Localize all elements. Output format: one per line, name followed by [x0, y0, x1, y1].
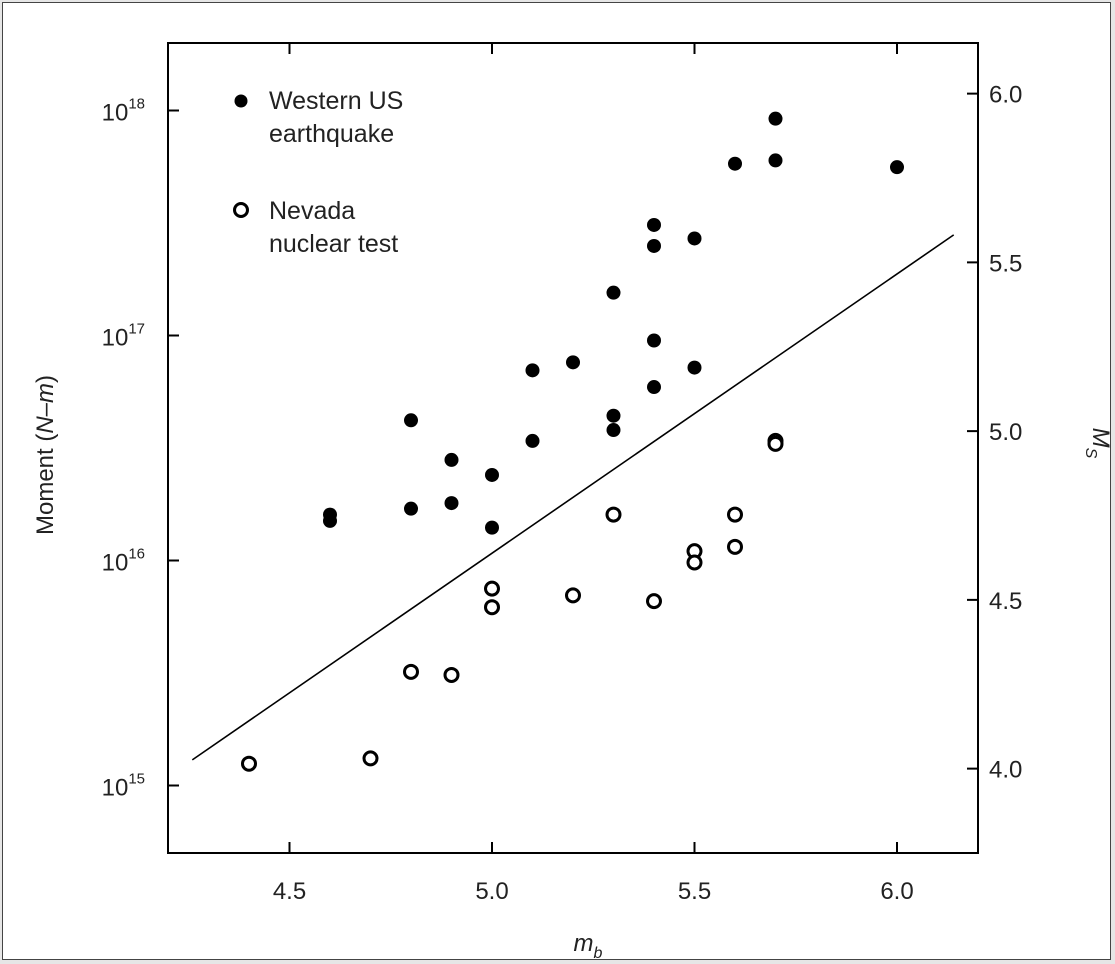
nuclear-test-point — [727, 506, 743, 523]
nuclear-test-point — [241, 755, 257, 772]
earthquake-point — [890, 160, 904, 175]
nuclear-test-point — [767, 435, 784, 452]
legend-label-nuclear-line2: nuclear test — [269, 230, 398, 258]
y2-tick-label: 4.5 — [989, 588, 1022, 615]
earthquake-point — [404, 413, 418, 428]
earthquake-point — [647, 217, 661, 232]
earthquake-point — [606, 408, 621, 423]
x-tick-label: 6.0 — [880, 878, 913, 905]
legend: Western US earthquake Nevada nuclear tes… — [233, 87, 403, 258]
earthquake-point — [768, 153, 783, 168]
nuclear-test-point — [727, 538, 743, 555]
y-tick-label: 1015 — [102, 771, 145, 802]
trend-line-group — [191, 234, 955, 761]
earthquake-point — [444, 496, 459, 511]
legend-marker-earthquake — [234, 94, 248, 108]
scatter-chart: 4.5 5.0 5.5 6.0 1015 1016 1017 1018 4.0 4.5 5.0 5.5… — [32, 42, 1112, 961]
x-tick-label: 4.5 — [273, 878, 306, 905]
y2-axis-title: MS — [1082, 428, 1112, 459]
earthquake-point — [647, 238, 661, 253]
y-tick-label: 1016 — [102, 546, 145, 577]
plot-frame — [167, 42, 979, 854]
earthquake-point — [485, 467, 499, 482]
y2-tick-label: 5.5 — [989, 250, 1022, 277]
legend-label-earthquake-line1: Western US — [269, 87, 403, 115]
data-points — [241, 111, 904, 772]
earthquake-point — [606, 423, 621, 438]
trend-line — [191, 234, 955, 761]
earthquake-point — [768, 111, 783, 126]
nuclear-test-point — [605, 506, 622, 523]
y2-tick-label: 5.0 — [989, 419, 1022, 446]
y2-tick-label: 4.0 — [989, 757, 1022, 784]
earthquake-point — [525, 363, 540, 378]
earthquake-point — [606, 285, 621, 300]
earthquake-point — [728, 156, 742, 171]
axes: 4.5 5.0 5.5 6.0 1015 1016 1017 1018 4.0 4.5 5.0 5.5… — [102, 42, 1022, 905]
y-axis-title: Moment (N–m) — [32, 375, 59, 535]
legend-label-earthquake-line2: earthquake — [269, 120, 394, 148]
earthquake-point — [444, 452, 459, 467]
legend-label-nuclear-line1: Nevada — [269, 197, 355, 225]
x-tick-label: 5.0 — [475, 878, 508, 905]
nuclear-test-point — [362, 750, 379, 767]
earthquake-point — [647, 333, 661, 348]
nuclear-test-point — [484, 580, 500, 597]
earthquake-point — [323, 513, 337, 528]
x-axis-title: mb — [574, 930, 603, 961]
earthquake-point — [687, 360, 702, 375]
earthquake-point — [566, 355, 580, 370]
y-tick-label: 1017 — [102, 321, 145, 352]
earthquake-point — [525, 433, 540, 448]
y-tick-label: 1018 — [102, 96, 145, 127]
legend-marker-nuclear — [233, 202, 249, 218]
nuclear-test-point — [565, 587, 581, 604]
earthquake-point — [687, 231, 702, 246]
earthquake-point — [485, 520, 499, 535]
earthquake-point — [647, 380, 661, 395]
y2-tick-label: 6.0 — [989, 82, 1022, 109]
nuclear-test-point — [443, 666, 460, 683]
nuclear-test-point — [484, 599, 500, 616]
x-tick-label: 5.5 — [678, 878, 711, 905]
nuclear-test-point — [686, 554, 703, 571]
nuclear-test-point — [403, 663, 419, 680]
earthquake-point — [404, 501, 418, 516]
nuclear-test-point — [646, 593, 662, 610]
